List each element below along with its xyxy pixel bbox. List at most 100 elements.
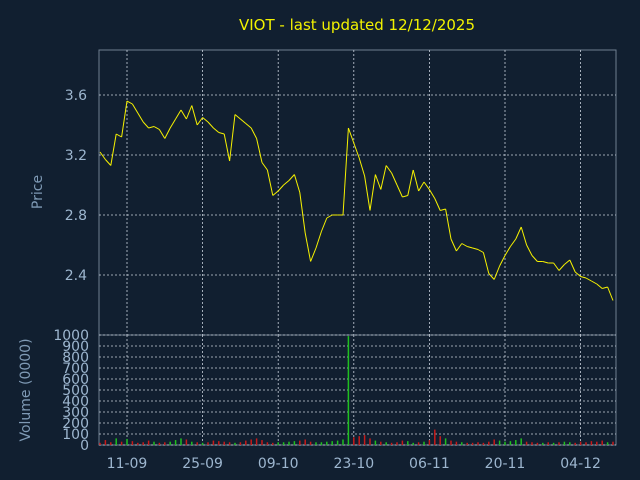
price-line-segment: [245, 123, 252, 129]
volume-bar-up: [374, 440, 377, 445]
price-line-segment: [369, 174, 376, 211]
price-line-segment: [234, 114, 241, 120]
volume-tick-label: 1000: [53, 328, 89, 344]
volume-bar-up: [606, 442, 609, 445]
price-line-segment: [158, 129, 166, 139]
volume-bar-down: [239, 442, 242, 445]
volume-bar-down: [212, 440, 215, 445]
price-tick-label: 2.4: [65, 268, 87, 284]
volume-tick-label: 0: [80, 438, 89, 454]
volume-bar-down: [558, 442, 560, 445]
volume-bar-up: [342, 439, 344, 445]
volume-bar-up: [423, 441, 425, 445]
price-line-segment: [126, 100, 133, 105]
volume-bar-down: [142, 442, 144, 445]
volume-bar-down: [266, 442, 269, 445]
price-line-segment: [223, 133, 231, 162]
price-line-segment: [288, 174, 295, 181]
price-axis-label: Price: [30, 175, 46, 209]
volume-bar-up: [552, 442, 555, 445]
date-tick-label: 25-09: [182, 456, 223, 472]
volume-bar-up: [331, 441, 333, 445]
price-line-segment: [266, 169, 274, 196]
price-line-segment: [358, 157, 366, 177]
volume-bar-down: [585, 442, 587, 445]
volume-bar-down: [223, 441, 225, 445]
price-line-segment: [256, 138, 263, 163]
price-line-segment: [558, 264, 565, 271]
price-line-segment: [353, 142, 360, 159]
volume-bar-down: [110, 442, 112, 445]
price-line-segment: [472, 247, 479, 250]
volume-bar-down: [396, 442, 398, 445]
volume-bar-down: [417, 442, 420, 445]
price-line-segment: [121, 100, 128, 138]
price-line-segment: [428, 189, 436, 199]
price-line-segment: [315, 231, 322, 249]
volume-bar-up: [461, 442, 463, 445]
price-line-segment: [196, 117, 204, 126]
price-line-segment: [499, 255, 506, 267]
price-line-segment: [580, 276, 587, 279]
price-line-segment: [164, 127, 171, 139]
volume-bar-down: [147, 440, 150, 445]
price-line-segment: [402, 195, 408, 198]
volume-bar-up: [509, 441, 512, 445]
price-line-segment: [418, 181, 425, 192]
price-line-segment: [591, 280, 598, 285]
price-line-segment: [191, 105, 198, 126]
price-line-segment: [477, 249, 484, 253]
volume-bar-down: [299, 440, 301, 445]
price-line-segment: [380, 165, 387, 190]
price-line-segment: [137, 112, 144, 123]
volume-bar-down: [185, 439, 188, 445]
volume-bar-down: [137, 442, 139, 445]
volume-bar-down: [304, 439, 306, 445]
volume-bar-up: [520, 438, 522, 445]
price-line-segment: [553, 262, 560, 271]
volume-bar-down: [547, 442, 549, 445]
volume-bar-down: [596, 441, 598, 445]
price-tick-label: 3.6: [65, 88, 87, 104]
volume-bar-down: [434, 429, 436, 445]
price-line-segment: [277, 184, 284, 192]
volume-bar-up: [569, 442, 571, 445]
date-tick-label: 23-10: [333, 456, 374, 472]
price-line-segment: [347, 127, 355, 144]
chart-title: VIOT - last updated 12/12/2025: [239, 16, 475, 34]
price-line-segment: [440, 208, 446, 211]
price-line-segment: [185, 105, 193, 120]
volume-tick-label: 300: [62, 405, 89, 421]
price-line-segment: [412, 169, 420, 192]
volume-bar-up: [174, 440, 177, 445]
volume-axis-label: Volume (0000): [18, 338, 34, 441]
price-line-segment: [585, 277, 592, 282]
price-line-segment: [542, 261, 549, 264]
volume-bar-down: [353, 437, 355, 445]
date-tick-label: 11-09: [107, 456, 148, 472]
price-line-segment: [434, 198, 441, 211]
volume-bar-down: [164, 442, 166, 445]
volume-bar-down: [380, 441, 382, 445]
volume-bar-up: [234, 442, 236, 445]
volume-bar-down: [466, 442, 468, 445]
volume-bar-down: [196, 442, 198, 445]
volume-bar-down: [590, 441, 593, 445]
price-line-segment: [493, 265, 501, 280]
price-line-segment: [293, 174, 301, 193]
price-line-segment: [229, 114, 236, 162]
price-line-segment: [261, 162, 268, 171]
volume-bar-down: [536, 442, 539, 445]
price-line-segment: [520, 226, 528, 246]
volume-bar-down: [120, 441, 123, 445]
price-line-segment: [461, 243, 468, 247]
price-line-segment: [488, 273, 495, 280]
price-line-segment: [131, 103, 139, 114]
volume-bar-up: [293, 441, 296, 445]
volume-bar-down: [369, 438, 371, 445]
volume-bar-down: [477, 442, 479, 445]
price-line-segment: [509, 238, 517, 247]
price-line-segment: [115, 133, 122, 138]
price-line-segment: [207, 121, 214, 129]
